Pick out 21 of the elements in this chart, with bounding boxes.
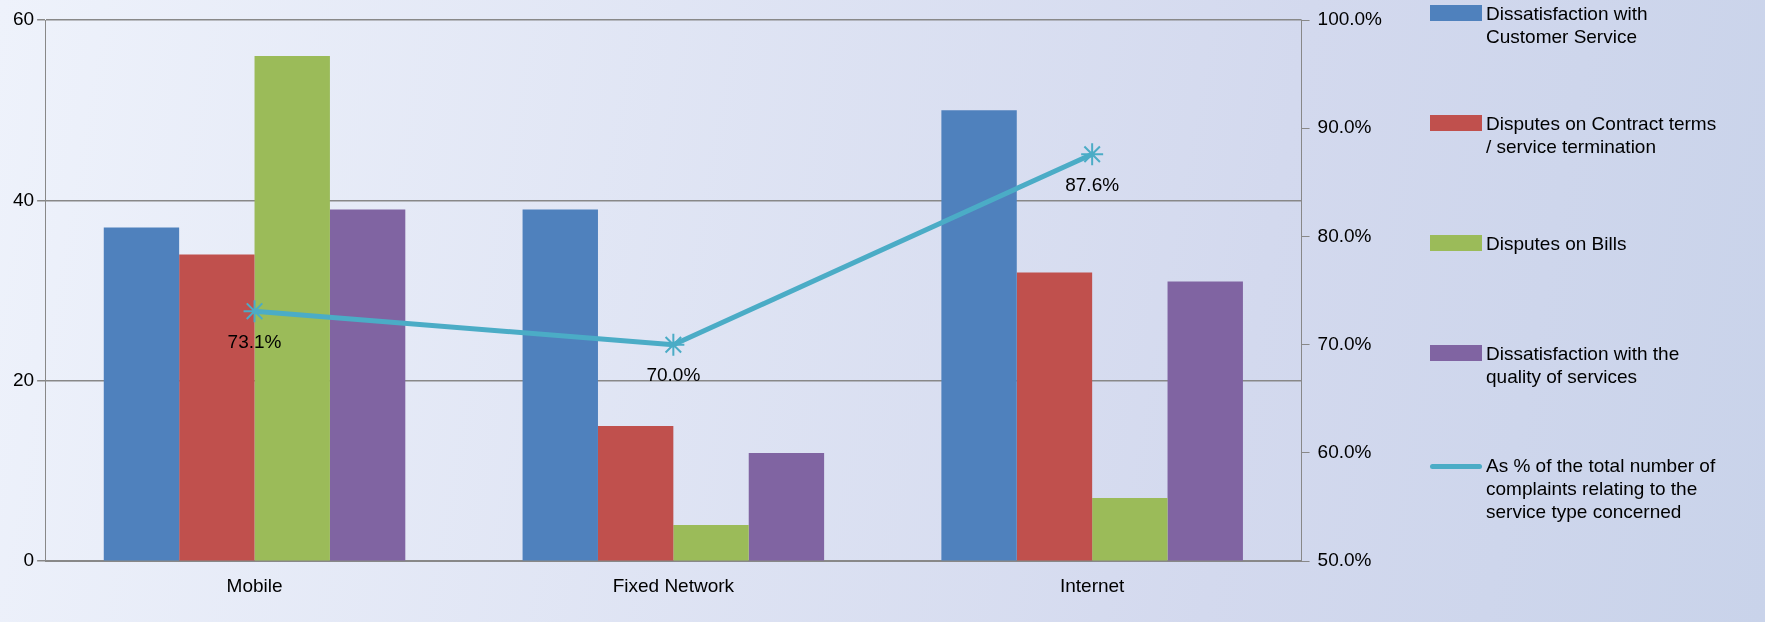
y2-tick-label: 70.0% [1317,332,1372,354]
y-tick-label: 0 [23,549,35,571]
legend-label: Disputes on Contract terms / service termination [1486,112,1718,158]
y2-tick-label: 80.0% [1317,224,1372,246]
x-tick-label: Mobile [226,574,283,596]
y2-tick-label: 60.0% [1317,441,1372,463]
y2-tick-label: 90.0% [1317,116,1372,138]
data-label: 87.6% [1065,173,1120,195]
y-tick-label: 60 [12,8,35,30]
legend-label: Disputes on Bills [1486,232,1628,255]
y2-tick-label: 100.0% [1317,8,1383,30]
y-tick-label: 20 [12,369,35,391]
data-label: 70.0% [646,364,701,386]
x-tick-label: Fixed Network [612,574,735,596]
y-tick-label: 40 [12,188,35,210]
legend-label: Dissatisfaction with Customer Service [1486,2,1649,48]
legend-label: As % of the total number of complaints relating to the service type concerned [1486,454,1717,523]
x-tick-label: Internet [1059,574,1126,596]
y2-tick-label: 50.0% [1317,549,1372,571]
legend-label: Dissatisfaction with the quality of services [1486,342,1681,388]
data-label: 73.1% [227,330,282,352]
